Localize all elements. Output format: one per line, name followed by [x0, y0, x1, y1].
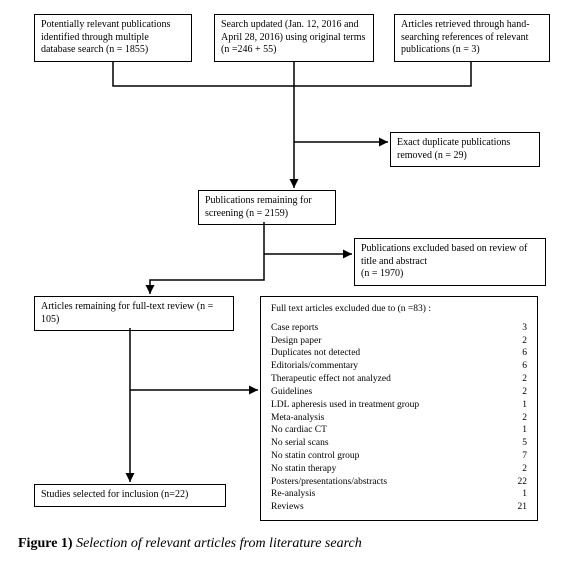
excluded-count: 2 — [509, 463, 527, 476]
box-database-search: Potentially relevant publications identi… — [34, 14, 192, 62]
excluded-count: 22 — [509, 476, 527, 489]
excluded-label: No cardiac CT — [271, 424, 327, 437]
excluded-count: 1 — [509, 399, 527, 412]
excluded-label: Guidelines — [271, 386, 312, 399]
excluded-row: Re-analysis 1 — [271, 488, 527, 501]
excluded-row: Reviews 21 — [271, 501, 527, 514]
figure-caption: Figure 1) Selection of relevant articles… — [18, 536, 362, 552]
excluded-count: 1 — [509, 424, 527, 437]
excluded-row: Posters/presentations/abstracts 22 — [271, 476, 527, 489]
excluded-row: Meta-analysis 2 — [271, 412, 527, 425]
excluded-count: 2 — [509, 412, 527, 425]
excluded-label: Editorials/commentary — [271, 360, 358, 373]
excluded-row: Case reports 3 — [271, 322, 527, 335]
figure-label: Figure 1) — [18, 536, 73, 551]
excluded-label: Re-analysis — [271, 488, 315, 501]
excluded-label: Duplicates not detected — [271, 347, 360, 360]
excluded-label: No serial scans — [271, 437, 329, 450]
excluded-label: Case reports — [271, 322, 318, 335]
excluded-row: Duplicates not detected 6 — [271, 347, 527, 360]
excluded-label: No statin control group — [271, 450, 359, 463]
excluded-row: No statin therapy 2 — [271, 463, 527, 476]
excluded-count: 7 — [509, 450, 527, 463]
excluded-count: 2 — [509, 373, 527, 386]
box-search-updated: Search updated (Jan. 12, 2016 and April … — [214, 14, 374, 62]
excluded-list: Case reports3Design paper2Duplicates not… — [271, 322, 527, 514]
excluded-header: Full text articles excluded due to (n =8… — [271, 303, 527, 316]
excluded-label: Meta-analysis — [271, 412, 324, 425]
excluded-row: Guidelines 2 — [271, 386, 527, 399]
box-fulltext-remaining: Articles remaining for full-text review … — [34, 296, 234, 331]
excluded-row: Editorials/commentary 6 — [271, 360, 527, 373]
box-screening: Publications remaining for screening (n … — [198, 190, 336, 225]
box-included: Studies selected for inclusion (n=22) — [34, 484, 226, 507]
excluded-count: 2 — [509, 335, 527, 348]
excluded-row: Therapeutic effect not analyzed 2 — [271, 373, 527, 386]
excluded-count: 1 — [509, 488, 527, 501]
excluded-count: 2 — [509, 386, 527, 399]
box-duplicates-removed: Exact duplicate publications removed (n … — [390, 132, 540, 167]
excluded-count: 3 — [509, 322, 527, 335]
excluded-label: No statin therapy — [271, 463, 336, 476]
excluded-count: 5 — [509, 437, 527, 450]
excluded-label: Reviews — [271, 501, 304, 514]
excluded-label: Design paper — [271, 335, 321, 348]
excluded-row: No serial scans 5 — [271, 437, 527, 450]
excluded-row: Design paper 2 — [271, 335, 527, 348]
excluded-count: 6 — [509, 347, 527, 360]
excluded-count: 21 — [509, 501, 527, 514]
box-fulltext-excluded: Full text articles excluded due to (n =8… — [260, 296, 538, 521]
excluded-label: Therapeutic effect not analyzed — [271, 373, 391, 386]
excluded-row: LDL apheresis used in treatment group 1 — [271, 399, 527, 412]
figure-caption-text: Selection of relevant articles from lite… — [73, 536, 362, 551]
excluded-row: No cardiac CT 1 — [271, 424, 527, 437]
box-hand-search: Articles retrieved through hand-searchin… — [394, 14, 550, 62]
excluded-count: 6 — [509, 360, 527, 373]
excluded-row: No statin control group 7 — [271, 450, 527, 463]
excluded-label: LDL apheresis used in treatment group — [271, 399, 419, 412]
excluded-label: Posters/presentations/abstracts — [271, 476, 387, 489]
box-title-abstract-excluded: Publications excluded based on review of… — [354, 238, 546, 286]
